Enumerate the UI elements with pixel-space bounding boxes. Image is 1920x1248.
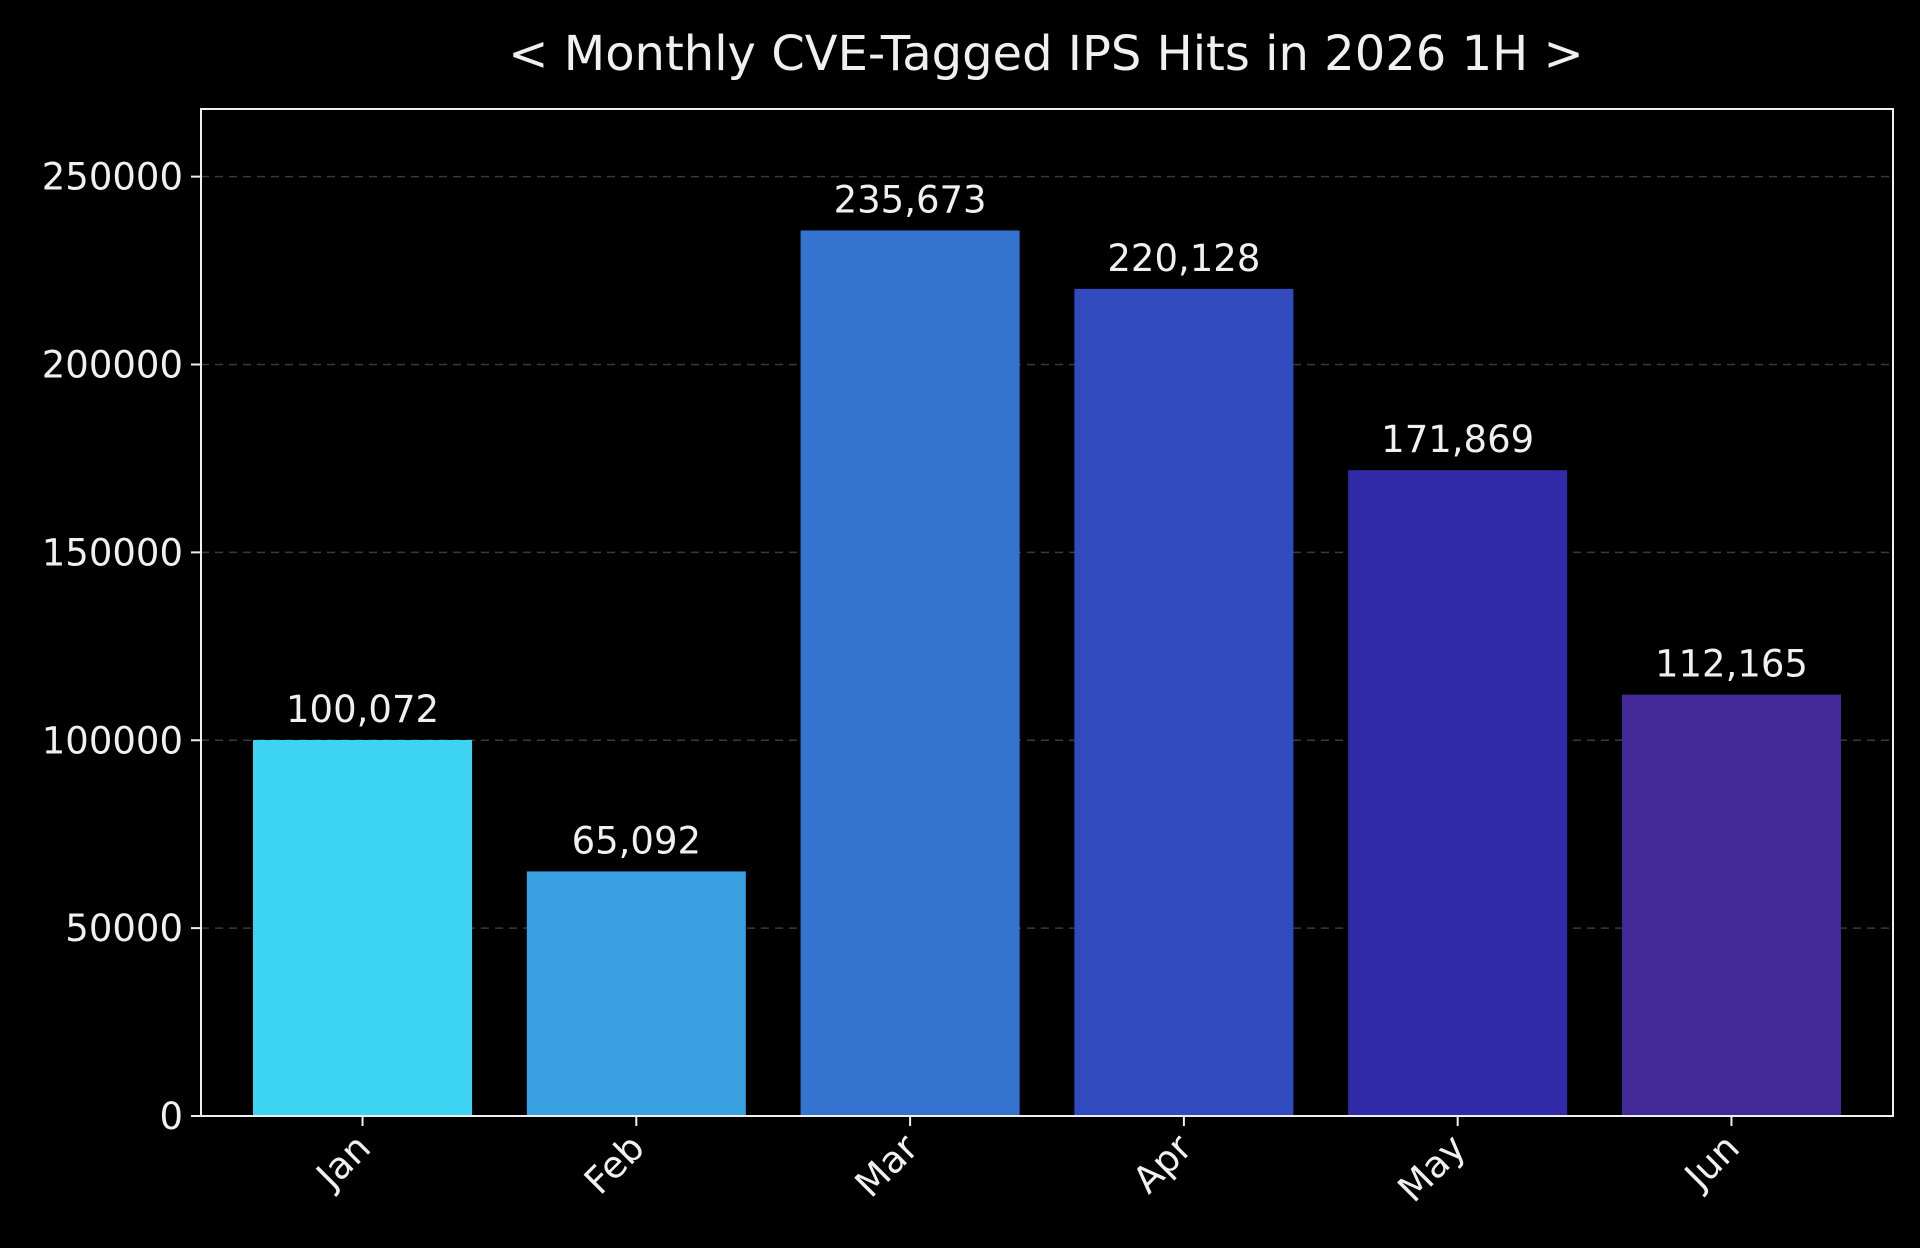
bar-value-label: 100,072 <box>286 688 439 731</box>
x-tick-label: Mar <box>847 1125 927 1205</box>
y-tick-label: 50000 <box>65 907 183 950</box>
bar-value-label: 235,673 <box>834 178 987 221</box>
x-axis-ticks: Jan Feb Mar Apr May Jun <box>307 1116 1748 1210</box>
bars <box>253 230 1841 1117</box>
y-tick-label: 150000 <box>42 531 183 574</box>
plot-area-frame <box>200 108 1894 1117</box>
bar-jan <box>253 739 473 1116</box>
chart-title: < Monthly CVE-Tagged IPS Hits in 2026 1H… <box>508 26 1583 82</box>
bar-value-label: 220,128 <box>1107 237 1260 280</box>
bar-jun <box>1621 694 1841 1116</box>
y-tick-label: 0 <box>159 1095 183 1138</box>
y-tick-label: 100000 <box>42 719 183 762</box>
bar-value-label: 65,092 <box>572 819 701 862</box>
x-tick-label: May <box>1390 1126 1474 1210</box>
x-tick-label: Feb <box>576 1126 653 1203</box>
grid-lines <box>201 175 1893 929</box>
y-tick-label: 200000 <box>42 344 183 387</box>
bar-apr <box>1074 288 1294 1116</box>
bar-mar <box>800 230 1020 1116</box>
bar-feb <box>526 871 746 1116</box>
y-tick-label: 250000 <box>42 156 183 199</box>
bar-value-labels: 100,072 65,092 235,673 220,128 171,869 112,16… <box>286 178 1808 862</box>
x-tick-label: Jan <box>307 1126 379 1198</box>
bar-value-label: 112,165 <box>1655 643 1808 686</box>
x-tick-label: Apr <box>1125 1125 1201 1201</box>
x-tick-label: Jun <box>1675 1126 1748 1199</box>
bar-value-label: 171,869 <box>1381 418 1534 461</box>
y-axis-ticks: 0 50000 100000 150000 200000 250000 <box>42 156 201 1138</box>
bar-may <box>1348 470 1568 1117</box>
